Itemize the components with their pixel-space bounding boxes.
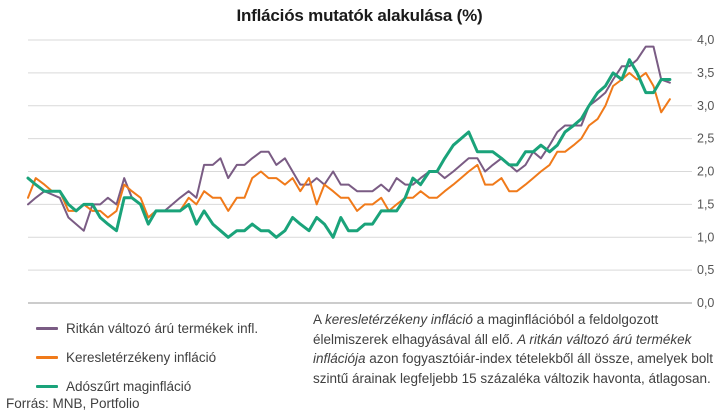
- y-tick-label-5: 2,5: [697, 132, 714, 146]
- series-line-1: [27, 71, 671, 219]
- y-tick-label-1: 0,5: [697, 263, 714, 277]
- line-chart: 0,00,51,01,52,02,53,03,54,02013201420152…: [26, 33, 714, 310]
- y-tick-label-6: 3,0: [697, 99, 714, 113]
- explanatory-note: A keresletérzékeny infláció a maginfláci…: [313, 310, 713, 388]
- y-tick-label-8: 4,0: [697, 33, 714, 47]
- y-tick-label-0: 0,0: [697, 296, 714, 310]
- legend-swatch-adoszurt: [36, 385, 58, 388]
- y-tick-label-7: 3,5: [697, 66, 714, 80]
- series-line-2: [26, 58, 672, 239]
- legend-swatch-kereslet: [36, 356, 58, 359]
- y-tick-label-4: 2,0: [697, 165, 714, 179]
- legend-item-ritkan: Ritkán változó árú termékek infl.: [36, 314, 258, 343]
- note-part5: azon fogyasztóiár-index tételekből áll ö…: [313, 351, 713, 386]
- y-tick-label-3: 1,5: [697, 197, 714, 211]
- legend-label-ritkan: Ritkán változó árú termékek infl.: [66, 321, 259, 336]
- note-part3: a maginflációból a feldolgozott élelmisz…: [313, 312, 659, 347]
- note-part4: A ritkán változó árú termékek inflációja: [313, 331, 692, 367]
- legend-item-kereslet: Keresletérzékeny infláció: [36, 343, 258, 372]
- note-part1: A: [313, 312, 326, 327]
- chart-title: Inflációs mutatók alakulása (%): [236, 6, 483, 25]
- legend-label-kereslet: Keresletérzékeny infláció: [66, 350, 217, 365]
- legend-swatch-ritkan: [36, 327, 58, 330]
- legend-label-adoszurt: Adószűrt maginfláció: [66, 379, 192, 394]
- source-text: Forrás: MNB, Portfolio: [6, 396, 140, 411]
- note-part2: keresletérzékeny infláció: [325, 312, 473, 327]
- legend: Ritkán változó árú termékek infl. Keresl…: [36, 314, 258, 401]
- legend-item-adoszurt: Adószűrt maginfláció: [36, 372, 258, 401]
- y-tick-label-2: 1,0: [697, 230, 714, 244]
